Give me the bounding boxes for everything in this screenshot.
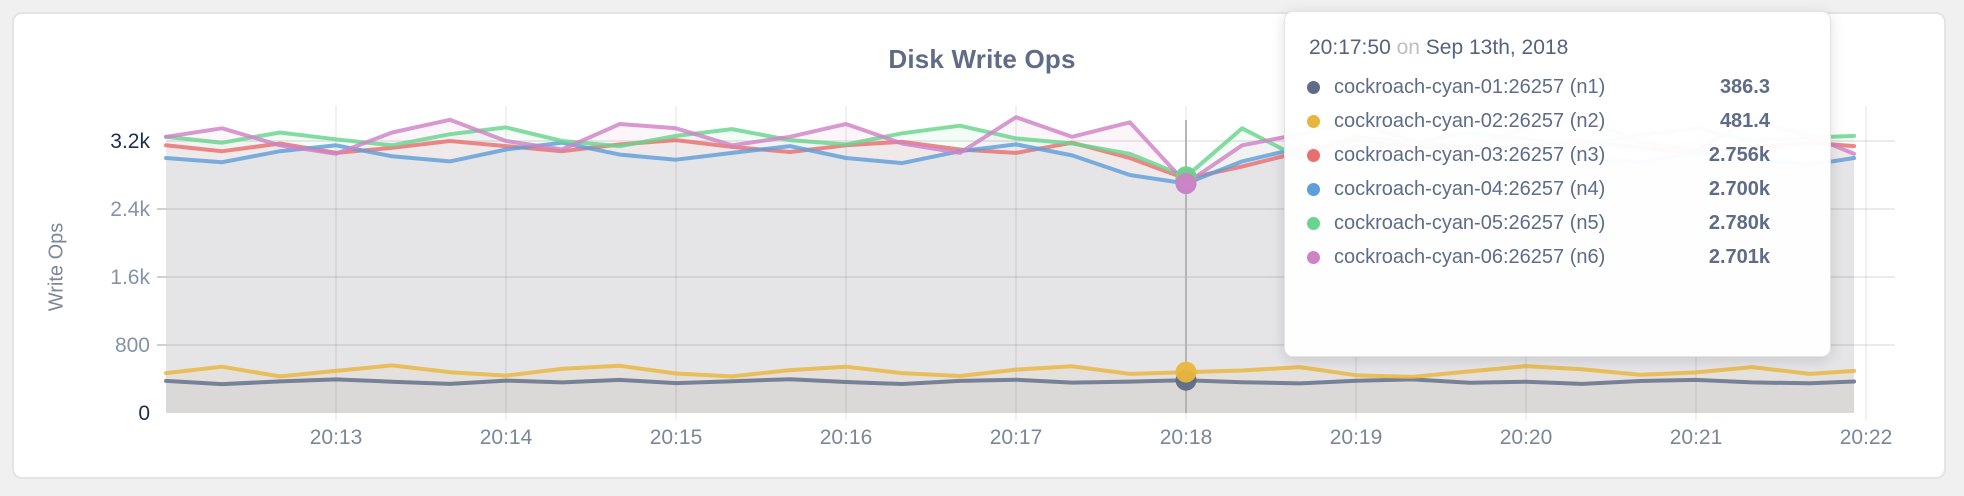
y-tick-label: 0 bbox=[138, 402, 150, 425]
series-color-dot-icon bbox=[1307, 182, 1320, 196]
x-tick-label: 20:13 bbox=[310, 426, 363, 449]
chart-title: Disk Write Ops bbox=[888, 44, 1076, 74]
tooltip-series-value: 2.700k bbox=[1708, 177, 1770, 200]
tooltip-series-value: 2.780k bbox=[1708, 211, 1770, 234]
series-color-dot-icon bbox=[1307, 216, 1320, 230]
x-tick-label: 20:21 bbox=[1670, 426, 1723, 449]
tooltip-series-row: cockroach-cyan-05:26257 (n5) 2.780k bbox=[1307, 206, 1806, 240]
tooltip-series-name: cockroach-cyan-03:26257 (n3) bbox=[1334, 143, 1606, 166]
tooltip-series-row: cockroach-cyan-01:26257 (n1) 386.3 bbox=[1307, 70, 1806, 104]
tooltip-series-row: cockroach-cyan-02:26257 (n2) 481.4 bbox=[1307, 104, 1806, 138]
axis-labels: 0 800 1.6k 2.4k 3.2k 20:13 20:14 20:15 20:16 20:1… bbox=[110, 130, 1892, 449]
chart-tooltip: 20:17:50 on Sep 13th, 2018 cockroach-cya… bbox=[1284, 11, 1831, 357]
x-tick-label: 20:14 bbox=[480, 426, 533, 449]
tooltip-time: 20:17:50 bbox=[1309, 36, 1391, 59]
x-tick-label: 20:18 bbox=[1160, 426, 1213, 449]
series-color-dot-icon bbox=[1307, 114, 1320, 128]
tooltip-series-row: cockroach-cyan-03:26257 (n3) 2.756k bbox=[1307, 138, 1806, 172]
tooltip-series-value: 386.3 bbox=[1719, 75, 1770, 98]
hover-dot bbox=[1175, 361, 1197, 383]
tooltip-series-row: cockroach-cyan-06:26257 (n6) 2.701k bbox=[1307, 240, 1806, 274]
x-tick-label: 20:17 bbox=[990, 426, 1043, 449]
y-tick-label: 3.2k bbox=[110, 130, 150, 153]
tooltip-series-list: cockroach-cyan-01:26257 (n1) 386.3 cockroa… bbox=[1307, 70, 1806, 274]
tooltip-date-connector: on bbox=[1396, 36, 1420, 59]
tooltip-series-name: cockroach-cyan-02:26257 (n2) bbox=[1334, 109, 1606, 132]
x-tick-label: 20:15 bbox=[650, 426, 703, 449]
series-color-dot-icon bbox=[1307, 148, 1320, 162]
y-axis-title: Write Ops bbox=[45, 222, 68, 312]
tooltip-date: Sep 13th, 2018 bbox=[1425, 36, 1569, 59]
x-tick-label: 20:16 bbox=[820, 426, 873, 449]
tooltip-header: 20:17:50 on Sep 13th, 2018 bbox=[1309, 36, 1806, 60]
tooltip-series-row: cockroach-cyan-04:26257 (n4) 2.700k bbox=[1307, 172, 1806, 206]
tooltip-series-value: 481.4 bbox=[1719, 109, 1770, 132]
hover-dots bbox=[1175, 166, 1197, 391]
y-tick-label: 2.4k bbox=[110, 198, 150, 221]
x-tick-label: 20:20 bbox=[1500, 426, 1553, 449]
x-tick-label: 20:19 bbox=[1330, 426, 1383, 449]
series-color-dot-icon bbox=[1307, 250, 1320, 264]
tooltip-series-name: cockroach-cyan-06:26257 (n6) bbox=[1334, 245, 1606, 268]
x-tick-label: 20:22 bbox=[1840, 426, 1893, 449]
tooltip-series-name: cockroach-cyan-01:26257 (n1) bbox=[1334, 75, 1606, 98]
tooltip-series-name: cockroach-cyan-04:26257 (n4) bbox=[1334, 177, 1606, 200]
tooltip-series-name: cockroach-cyan-05:26257 (n5) bbox=[1334, 211, 1606, 234]
hover-dot bbox=[1175, 172, 1197, 194]
tooltip-series-value: 2.756k bbox=[1708, 143, 1770, 166]
y-tick-label: 800 bbox=[115, 334, 150, 357]
tooltip-series-value: 2.701k bbox=[1708, 245, 1770, 268]
y-tick-label: 1.6k bbox=[110, 266, 150, 289]
series-color-dot-icon bbox=[1307, 80, 1320, 94]
